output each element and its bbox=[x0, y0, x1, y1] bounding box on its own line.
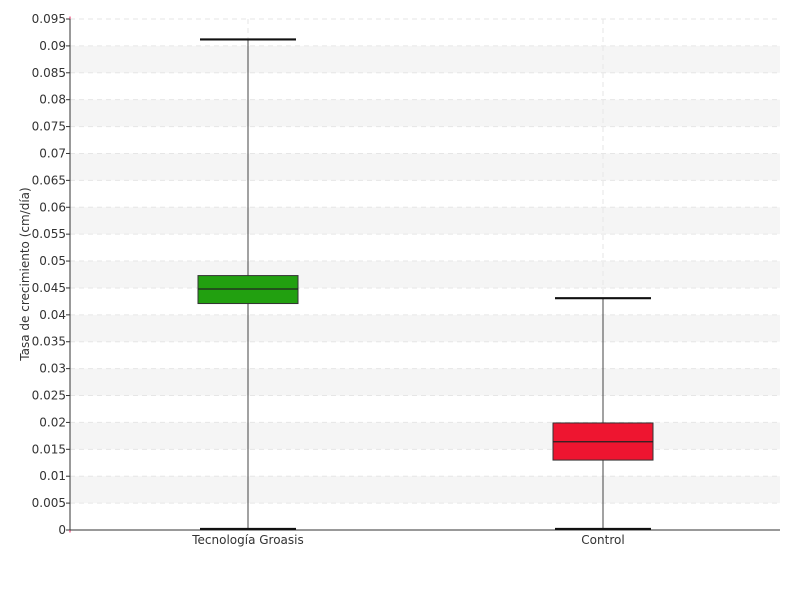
y-tick-label: 0.02 bbox=[39, 415, 66, 429]
y-tick-label: 0 bbox=[58, 523, 66, 537]
y-tick-label: 0.01 bbox=[39, 469, 66, 483]
y-tick-label: 0.035 bbox=[32, 335, 66, 349]
x-tick-label: Control bbox=[581, 533, 624, 547]
y-tick-label: 0.025 bbox=[32, 389, 66, 403]
y-tick-label: 0.03 bbox=[39, 362, 66, 376]
y-tick-label: 0.055 bbox=[32, 227, 66, 241]
grid-band bbox=[70, 368, 780, 396]
grid-band bbox=[70, 207, 780, 235]
grid-band bbox=[70, 99, 780, 127]
y-tick-label: 0.08 bbox=[39, 93, 66, 107]
grid-band bbox=[70, 153, 780, 181]
y-tick-label: 0.075 bbox=[32, 120, 66, 134]
x-tick-label: Tecnología Groasis bbox=[191, 533, 304, 547]
grid-band bbox=[70, 314, 780, 342]
y-tick-labels: 0 0.005 0.01 0.015 0.02 0.025 0.03 0.035 0.04 0.0… bbox=[32, 12, 66, 537]
grid-band bbox=[70, 476, 780, 504]
y-tick-label: 0.07 bbox=[39, 146, 66, 160]
y-tick-label: 0.085 bbox=[32, 66, 66, 80]
grid-band bbox=[70, 261, 780, 288]
box-group bbox=[552, 297, 654, 531]
axes bbox=[66, 16, 780, 533]
y-tick-label: 0.015 bbox=[32, 442, 66, 456]
y-tick-label: 0.095 bbox=[32, 12, 66, 26]
box-group bbox=[197, 38, 299, 531]
y-tick-label: 0.05 bbox=[39, 254, 66, 268]
y-axis-title: Tasa de crecimiento (cm/día) bbox=[18, 187, 32, 361]
y-tick-label: 0.045 bbox=[32, 281, 66, 295]
x-tick-labels: Tecnología Groasis Control bbox=[191, 533, 624, 547]
y-tick-label: 0.06 bbox=[39, 200, 66, 214]
y-tick-label: 0.065 bbox=[32, 173, 66, 187]
y-tick-label: 0.09 bbox=[39, 39, 66, 53]
y-tick-label: 0.005 bbox=[32, 496, 66, 510]
box-series bbox=[197, 38, 654, 531]
y-tick-label: 0.04 bbox=[39, 308, 66, 322]
grid-band bbox=[70, 45, 780, 73]
grid-bands bbox=[70, 45, 780, 504]
grid-band bbox=[70, 422, 780, 450]
